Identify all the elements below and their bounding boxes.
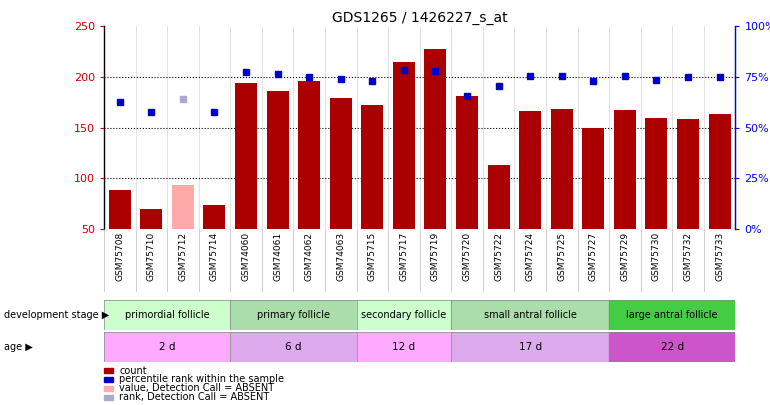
Text: GSM75733: GSM75733 bbox=[715, 232, 724, 281]
Text: large antral follicle: large antral follicle bbox=[627, 310, 718, 320]
Text: GSM75717: GSM75717 bbox=[400, 232, 408, 281]
Bar bbox=[361, 105, 383, 229]
Bar bbox=[708, 115, 731, 229]
Bar bbox=[298, 81, 320, 229]
Bar bbox=[456, 96, 478, 229]
Title: GDS1265 / 1426227_s_at: GDS1265 / 1426227_s_at bbox=[332, 11, 507, 25]
Text: GSM75719: GSM75719 bbox=[431, 232, 440, 281]
Bar bbox=[677, 119, 699, 229]
Bar bbox=[645, 118, 668, 229]
Bar bbox=[172, 185, 194, 229]
Bar bbox=[104, 300, 230, 330]
Text: value, Detection Call = ABSENT: value, Detection Call = ABSENT bbox=[119, 384, 274, 393]
Text: GSM75715: GSM75715 bbox=[368, 232, 377, 281]
Text: GSM75727: GSM75727 bbox=[589, 232, 598, 281]
Text: secondary follicle: secondary follicle bbox=[361, 310, 447, 320]
Text: GSM75710: GSM75710 bbox=[147, 232, 156, 281]
Bar bbox=[104, 332, 230, 362]
Text: GSM74063: GSM74063 bbox=[336, 232, 345, 281]
Bar bbox=[140, 209, 162, 229]
Text: GSM75729: GSM75729 bbox=[621, 232, 629, 281]
Bar bbox=[582, 128, 604, 229]
Text: GSM75720: GSM75720 bbox=[463, 232, 471, 281]
Text: rank, Detection Call = ABSENT: rank, Detection Call = ABSENT bbox=[119, 392, 270, 402]
Bar bbox=[609, 300, 735, 330]
Text: primary follicle: primary follicle bbox=[257, 310, 330, 320]
Text: small antral follicle: small antral follicle bbox=[484, 310, 577, 320]
Text: GSM74061: GSM74061 bbox=[273, 232, 282, 281]
Bar bbox=[109, 190, 131, 229]
Text: GSM74062: GSM74062 bbox=[305, 232, 313, 281]
Bar bbox=[357, 300, 451, 330]
Text: 17 d: 17 d bbox=[518, 342, 542, 352]
Bar bbox=[424, 49, 447, 229]
Bar bbox=[203, 205, 226, 229]
Text: GSM75722: GSM75722 bbox=[494, 232, 503, 281]
Text: GSM75732: GSM75732 bbox=[684, 232, 692, 281]
Text: 12 d: 12 d bbox=[392, 342, 416, 352]
Text: primordial follicle: primordial follicle bbox=[125, 310, 209, 320]
Bar bbox=[357, 332, 451, 362]
Bar bbox=[230, 332, 357, 362]
Bar bbox=[235, 83, 257, 229]
Bar bbox=[609, 332, 735, 362]
Text: GSM75725: GSM75725 bbox=[557, 232, 566, 281]
Text: GSM75708: GSM75708 bbox=[116, 232, 124, 281]
Bar bbox=[393, 62, 415, 229]
Bar bbox=[519, 111, 541, 229]
Bar bbox=[266, 91, 289, 229]
Bar bbox=[614, 111, 636, 229]
Text: 22 d: 22 d bbox=[661, 342, 684, 352]
Text: GSM74060: GSM74060 bbox=[242, 232, 250, 281]
Bar bbox=[551, 109, 573, 229]
Text: count: count bbox=[119, 366, 147, 375]
Bar bbox=[330, 98, 352, 229]
Text: 2 d: 2 d bbox=[159, 342, 176, 352]
Bar bbox=[487, 165, 510, 229]
Text: percentile rank within the sample: percentile rank within the sample bbox=[119, 375, 284, 384]
Text: GSM75724: GSM75724 bbox=[526, 232, 534, 281]
Text: GSM75730: GSM75730 bbox=[652, 232, 661, 281]
Bar bbox=[230, 300, 357, 330]
Text: development stage ▶: development stage ▶ bbox=[4, 310, 109, 320]
Bar bbox=[451, 332, 609, 362]
Text: GSM75712: GSM75712 bbox=[179, 232, 187, 281]
Bar bbox=[451, 300, 609, 330]
Text: GSM75714: GSM75714 bbox=[210, 232, 219, 281]
Text: 6 d: 6 d bbox=[285, 342, 302, 352]
Text: age ▶: age ▶ bbox=[4, 342, 32, 352]
